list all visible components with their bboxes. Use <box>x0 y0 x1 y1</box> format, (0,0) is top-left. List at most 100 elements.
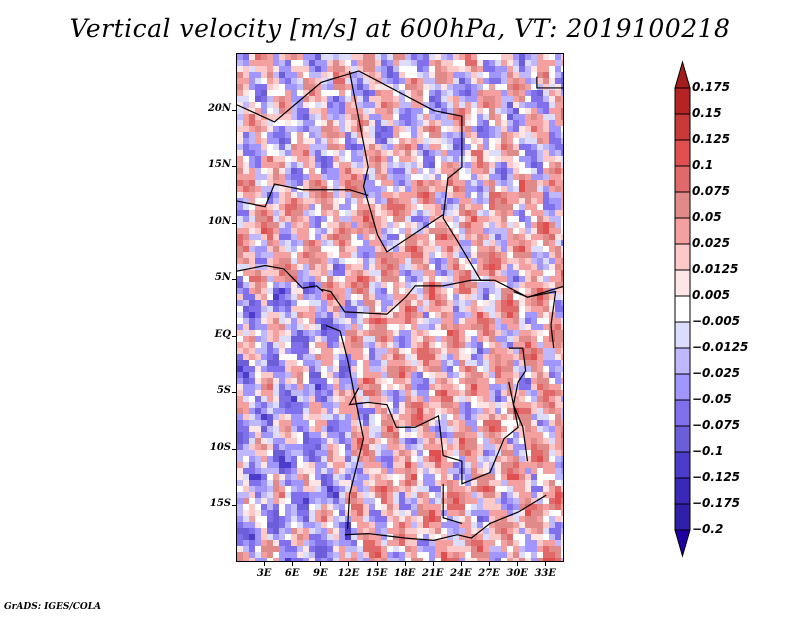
field-cell <box>447 390 453 396</box>
colorbar-label: 0.025 <box>692 236 730 250</box>
field-cell <box>531 96 537 102</box>
field-cell <box>369 336 375 342</box>
field-cell <box>435 282 441 288</box>
field-cell <box>273 234 279 240</box>
field-cell <box>411 330 417 336</box>
field-cell <box>471 420 477 426</box>
field-cell <box>531 330 537 336</box>
field-cell <box>399 432 405 438</box>
field-cell <box>471 258 477 264</box>
field-cell <box>291 492 297 498</box>
field-cell <box>243 282 249 288</box>
field-cell <box>435 162 441 168</box>
x-tick-mark <box>432 562 434 566</box>
field-cell <box>381 300 387 306</box>
field-cell <box>327 72 333 78</box>
field-cell <box>393 342 399 348</box>
field-cell <box>417 66 423 72</box>
field-cell <box>525 450 531 456</box>
field-cell <box>375 126 381 132</box>
field-cell <box>531 486 537 492</box>
field-cell <box>477 396 483 402</box>
field-cell <box>465 402 471 408</box>
field-cell <box>399 102 405 108</box>
colorbar-swatch <box>674 503 691 531</box>
field-cell <box>285 402 291 408</box>
field-cell <box>441 462 447 468</box>
field-cell <box>363 408 369 414</box>
field-cell <box>255 168 261 174</box>
field-cell <box>369 84 375 90</box>
field-cell <box>423 462 429 468</box>
field-cell <box>339 114 345 120</box>
field-cell <box>267 126 273 132</box>
field-cell <box>447 192 453 198</box>
field-cell <box>333 336 339 342</box>
field-cell <box>297 534 303 540</box>
field-cell <box>351 414 357 420</box>
field-cell <box>267 90 273 96</box>
field-cell <box>477 540 483 546</box>
field-cell <box>405 378 411 384</box>
field-cell <box>399 384 405 390</box>
field-cell <box>303 126 309 132</box>
field-cell <box>267 528 273 534</box>
field-cell <box>351 498 357 504</box>
field-cell <box>327 174 333 180</box>
field-cell <box>309 198 315 204</box>
field-cell <box>417 432 423 438</box>
field-cell <box>507 156 513 162</box>
field-cell <box>351 180 357 186</box>
field-cell <box>447 324 453 330</box>
field-cell <box>507 366 513 372</box>
field-cell <box>507 180 513 186</box>
field-cell <box>495 222 501 228</box>
field-cell <box>375 204 381 210</box>
field-cell <box>255 102 261 108</box>
field-cell <box>513 96 519 102</box>
field-cell <box>507 420 513 426</box>
field-cell <box>291 462 297 468</box>
field-cell <box>243 552 249 558</box>
field-cell <box>243 444 249 450</box>
y-tick-label: 20N <box>207 102 231 114</box>
field-cell <box>327 78 333 84</box>
field-cell <box>273 96 279 102</box>
field-cell <box>543 186 549 192</box>
field-cell <box>279 180 285 186</box>
field-cell <box>495 108 501 114</box>
field-cell <box>483 366 489 372</box>
field-cell <box>471 240 477 246</box>
field-cell <box>261 84 267 90</box>
field-cell <box>387 72 393 78</box>
field-cell <box>399 492 405 498</box>
field-cell <box>507 162 513 168</box>
field-cell <box>531 342 537 348</box>
field-cell <box>357 546 363 552</box>
field-cell <box>285 54 291 60</box>
field-cell <box>321 282 327 288</box>
field-cell <box>483 72 489 78</box>
field-cell <box>321 318 327 324</box>
field-cell <box>243 336 249 342</box>
field-cell <box>375 462 381 468</box>
field-cell <box>333 414 339 420</box>
field-cell <box>303 198 309 204</box>
field-cell <box>321 150 327 156</box>
field-cell <box>405 510 411 516</box>
field-cell <box>495 432 501 438</box>
field-cell <box>255 228 261 234</box>
field-cell <box>519 378 525 384</box>
field-cell <box>519 342 525 348</box>
field-cell <box>321 468 327 474</box>
field-cell <box>405 336 411 342</box>
field-cell <box>315 534 321 540</box>
field-cell <box>351 516 357 522</box>
field-cell <box>399 288 405 294</box>
field-cell <box>459 492 465 498</box>
field-cell <box>477 174 483 180</box>
field-cell <box>369 252 375 258</box>
field-cell <box>531 420 537 426</box>
field-cell <box>339 468 345 474</box>
field-cell <box>423 276 429 282</box>
